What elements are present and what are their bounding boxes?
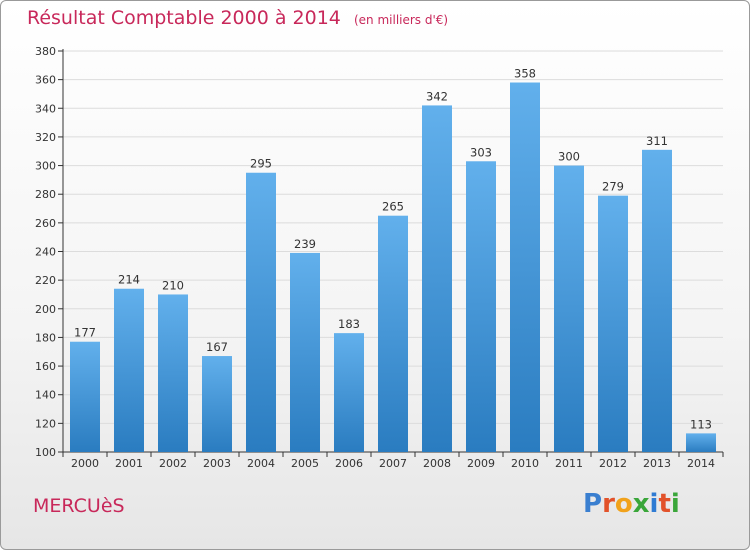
x-tick-label: 2001 [115,457,143,470]
logo-letter: x [632,489,650,519]
bar [378,215,408,452]
y-tick-label: 340 [35,102,56,115]
y-tick-label: 300 [35,160,56,173]
bar-value-label: 342 [426,89,448,103]
logo-letter: r [602,489,615,519]
x-tick-label: 2007 [379,457,407,470]
x-tick-label: 2011 [555,457,583,470]
logo-letter: o [614,489,633,519]
bar-value-label: 210 [162,278,184,292]
bars [70,82,716,453]
bar-value-label: 214 [118,273,140,287]
y-tick-label: 320 [35,131,56,144]
x-tick-label: 2006 [335,457,363,470]
bar [334,333,364,452]
bar-value-label: 167 [206,340,228,354]
logo-letter: i [649,489,659,519]
bar [554,165,584,453]
x-tick-label: 2014 [687,457,715,470]
bar [290,252,320,452]
logo-letter: t [658,489,671,519]
y-tick-label: 140 [35,389,56,402]
y-tick-label: 200 [35,303,56,316]
bar-value-label: 113 [690,417,712,431]
proxiti-logo[interactable]: Proxiti [583,489,680,519]
bar [202,356,232,452]
y-tick-label: 240 [35,246,56,259]
bar [70,341,100,452]
bar [642,149,672,452]
y-tick-label: 260 [35,217,56,230]
bar-value-label: 279 [602,180,624,194]
bar-value-label: 239 [294,237,316,251]
y-tick-label: 220 [35,274,56,287]
y-tick-label: 360 [35,74,56,87]
town-name: MERCUèS [33,495,125,517]
y-tick-label: 100 [35,446,56,459]
bar [510,82,540,452]
x-tick-label: 2010 [511,457,539,470]
logo-letter: i [670,489,680,519]
x-tick-label: 2002 [159,457,187,470]
bar-value-label: 265 [382,200,404,214]
chart-subtitle: (en milliers d'€) [353,13,449,27]
x-tick-label: 2008 [423,457,451,470]
bar-value-label: 358 [514,67,536,81]
bar [246,172,276,452]
y-tick-label: 180 [35,331,56,344]
bar-value-label: 177 [74,326,96,340]
x-tick-label: 2009 [467,457,495,470]
x-tick-label: 2004 [247,457,275,470]
bar-value-label: 300 [558,150,580,164]
bar-value-label: 183 [338,317,360,331]
x-tick-label: 2003 [203,457,231,470]
title-row: Résultat Comptable 2000 à 2014 (en milli… [27,7,448,29]
logo-letter: P [583,489,603,519]
bar [598,195,628,452]
bar [686,433,716,452]
bar-value-label: 295 [250,157,272,171]
bar-value-label: 311 [646,134,668,148]
x-tick-label: 2013 [643,457,671,470]
y-tick-label: 160 [35,360,56,373]
bar [158,294,188,452]
labels: 100 120 140 160 180 200 220 240 260 280 300 320 340 3… [35,45,715,470]
y-tick-label: 120 [35,417,56,430]
bar [466,161,496,452]
x-tick-label: 2012 [599,457,627,470]
x-tick-label: 2005 [291,457,319,470]
chart-title: Résultat Comptable 2000 à 2014 [27,7,341,29]
bar-value-label: 303 [470,145,492,159]
y-tick-label: 380 [35,45,56,58]
bar [114,288,144,452]
bar [422,105,452,453]
y-tick-label: 280 [35,188,56,201]
x-tick-label: 2000 [71,457,99,470]
